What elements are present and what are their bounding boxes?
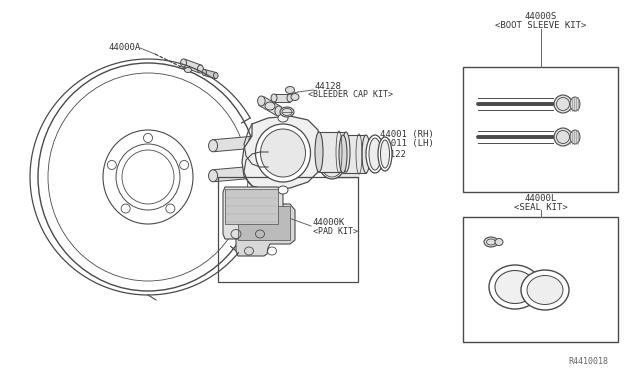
Ellipse shape	[495, 238, 503, 246]
Polygon shape	[212, 136, 253, 152]
Ellipse shape	[554, 95, 572, 113]
Text: R4410018: R4410018	[568, 357, 608, 366]
Text: 44000L: 44000L	[525, 193, 557, 202]
Ellipse shape	[271, 94, 277, 102]
Bar	[218, 177, 358, 282]
Ellipse shape	[285, 87, 294, 93]
Ellipse shape	[260, 129, 305, 177]
Ellipse shape	[489, 265, 541, 309]
Polygon shape	[259, 97, 281, 115]
Text: 44000A: 44000A	[108, 42, 140, 51]
Ellipse shape	[378, 137, 392, 171]
Polygon shape	[204, 70, 216, 78]
Text: 44000S: 44000S	[525, 12, 557, 20]
Text: 44128: 44128	[315, 81, 342, 90]
Bar	[463, 67, 618, 192]
Ellipse shape	[521, 270, 569, 310]
Ellipse shape	[362, 135, 370, 173]
Polygon shape	[236, 204, 295, 256]
Ellipse shape	[248, 166, 257, 178]
Polygon shape	[225, 189, 278, 224]
Ellipse shape	[287, 94, 293, 102]
Polygon shape	[242, 116, 320, 190]
Polygon shape	[343, 135, 366, 173]
Polygon shape	[212, 166, 253, 182]
Text: <PAD KIT>: <PAD KIT>	[313, 227, 358, 235]
Ellipse shape	[315, 132, 323, 172]
Text: 44011 (LH): 44011 (LH)	[380, 138, 434, 148]
Ellipse shape	[280, 107, 294, 117]
Ellipse shape	[209, 140, 218, 152]
Ellipse shape	[484, 237, 498, 247]
Ellipse shape	[265, 102, 275, 110]
Ellipse shape	[202, 70, 207, 76]
Ellipse shape	[275, 106, 282, 116]
Text: 44122: 44122	[380, 150, 407, 158]
Ellipse shape	[278, 114, 288, 122]
Polygon shape	[319, 132, 346, 172]
Polygon shape	[182, 59, 202, 73]
Polygon shape	[238, 206, 290, 240]
Polygon shape	[223, 187, 283, 239]
Text: 44000K: 44000K	[313, 218, 345, 227]
Ellipse shape	[369, 138, 381, 170]
Text: <SEAL KIT>: <SEAL KIT>	[514, 202, 568, 212]
Ellipse shape	[381, 140, 390, 168]
Ellipse shape	[184, 67, 191, 73]
Ellipse shape	[317, 135, 347, 179]
Ellipse shape	[339, 135, 347, 173]
Ellipse shape	[198, 65, 204, 73]
Ellipse shape	[554, 128, 572, 146]
Ellipse shape	[255, 124, 310, 182]
Ellipse shape	[366, 135, 384, 173]
Ellipse shape	[248, 136, 257, 148]
Ellipse shape	[291, 93, 299, 100]
Polygon shape	[274, 94, 290, 102]
Text: <BLEEDER CAP KIT>: <BLEEDER CAP KIT>	[308, 90, 393, 99]
Ellipse shape	[214, 73, 218, 78]
Bar	[332, 135, 360, 179]
Ellipse shape	[180, 59, 186, 67]
Text: <BOOT SLEEVE KIT>: <BOOT SLEEVE KIT>	[495, 20, 587, 29]
Ellipse shape	[495, 270, 535, 304]
Ellipse shape	[38, 63, 258, 291]
Ellipse shape	[257, 96, 265, 106]
Ellipse shape	[209, 170, 218, 182]
Text: 44001 (RH): 44001 (RH)	[380, 129, 434, 138]
Ellipse shape	[342, 132, 350, 172]
Bar	[463, 217, 618, 342]
Ellipse shape	[570, 130, 580, 144]
Ellipse shape	[278, 186, 288, 194]
Ellipse shape	[570, 97, 580, 111]
Ellipse shape	[527, 276, 563, 305]
